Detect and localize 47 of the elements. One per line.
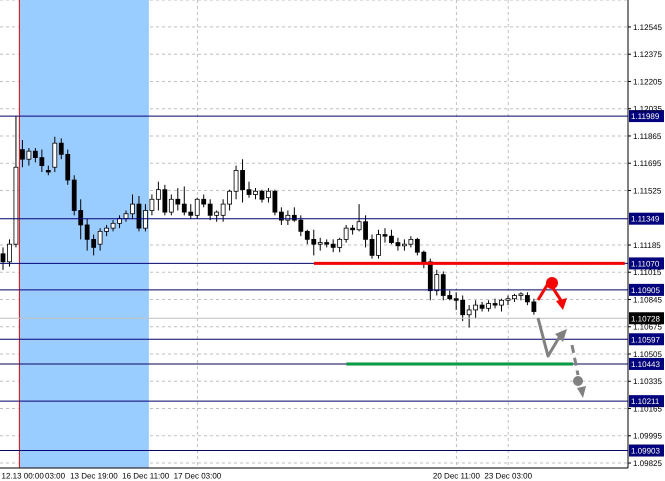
ref-line-label: 1.09903 (631, 446, 660, 456)
ref-line-label: 1.10905 (631, 286, 660, 295)
x-tick-label: 03:00 (45, 472, 66, 481)
candlestick (188, 204, 194, 220)
y-tick-label: 1.11185 (633, 240, 662, 250)
candlestick (434, 269, 440, 296)
candlestick (440, 270, 446, 301)
candlestick (78, 198, 84, 240)
ref-line-label: 1.11349 (631, 214, 660, 224)
y-tick-label: 1.11695 (633, 159, 662, 168)
ref-line-label: 1.10597 (631, 335, 660, 344)
candlestick (201, 194, 206, 208)
candlestick (304, 229, 310, 245)
y-tick-label: 1.10675 (633, 322, 662, 332)
y-tick-label: 1.10165 (633, 404, 662, 414)
candlestick (58, 138, 64, 160)
y-tick-label: 1.11525 (633, 186, 662, 196)
candlestick (298, 214, 304, 237)
candlestick (175, 188, 180, 212)
y-tick-label: 1.12375 (633, 50, 662, 60)
x-tick-label: 20 Dec 11:00 (432, 472, 480, 481)
ref-line-label: 1.10211 (631, 397, 660, 406)
candlestick (194, 197, 200, 220)
y-tick-label: 1.10845 (633, 295, 662, 304)
x-tick-label: 23 Dec 03:00 (484, 472, 533, 481)
candlestick (330, 238, 336, 253)
y-tick-label: 1.12545 (633, 22, 662, 32)
y-tick-label: 1.11015 (633, 268, 662, 278)
x-tick-label: 12.13 00:00 (2, 472, 44, 481)
candlestick (447, 290, 452, 301)
candlestick (46, 165, 51, 176)
x-tick-label: 17 Dec 03:00 (174, 472, 222, 481)
x-tick-label: 13 Dec 19:00 (70, 472, 118, 481)
y-tick-label: 1.09825 (633, 458, 662, 468)
ref-line-label: 1.10443 (631, 360, 660, 369)
x-tick-label: 16 Dec 11:00 (122, 472, 170, 481)
y-tick-label: 1.10335 (633, 377, 662, 386)
y-tick-label: 1.12205 (633, 77, 662, 86)
y-tick-label: 1.09995 (633, 432, 662, 441)
ref-line-label: 1.11989 (631, 112, 660, 122)
ref-line-label: 1.10728 (631, 314, 660, 324)
y-tick-label: 1.11865 (633, 132, 662, 141)
y-tick-label: 1.10505 (633, 350, 662, 359)
candlestick (318, 237, 323, 252)
candlestick (311, 229, 316, 256)
candlestick (182, 186, 187, 216)
ref-line-label: 1.11070 (631, 259, 660, 268)
